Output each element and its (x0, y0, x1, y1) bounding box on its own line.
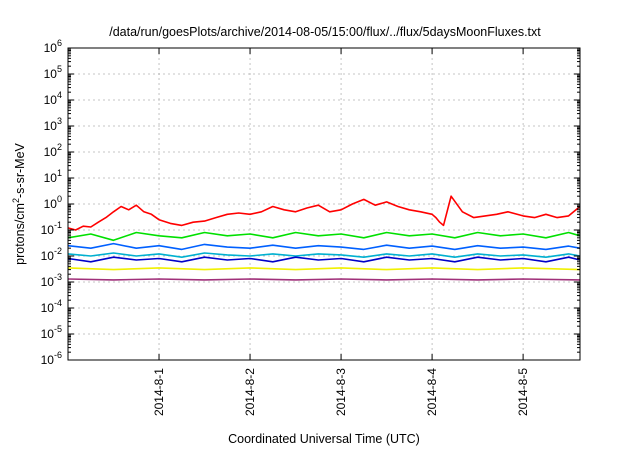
series-line-7 (67, 278, 581, 281)
y-tick-label: 10-4 (41, 298, 62, 315)
series-line-6 (67, 267, 581, 271)
series-group (67, 195, 581, 281)
series-line-4 (67, 252, 581, 259)
x-tick-label: 2014-8-1 (152, 368, 166, 416)
y-tick-label: 10-1 (41, 220, 62, 237)
y-axis-title-rest: -s-sr-MeV (13, 142, 27, 198)
y-tick-label: 10-6 (41, 350, 62, 367)
y-axis-title-sup: 2 (11, 198, 21, 203)
y-tick-label: 10-2 (41, 246, 62, 263)
series-line-2 (67, 231, 581, 242)
y-tick-label: 101 (44, 168, 62, 185)
y-tick-label: 102 (44, 142, 62, 159)
grid (68, 48, 580, 360)
x-tick-label: 2014-8-4 (425, 368, 439, 416)
x-tick-label: 2014-8-5 (516, 368, 530, 416)
y-tick-label: 105 (44, 64, 62, 81)
y-tick-labels: 10-6 10-5 10-4 10-3 10-2 10-1 100 101 102 103 104 1… (41, 38, 62, 367)
chart-title: /data/run/goesPlots/archive/2014-08-05/1… (109, 25, 541, 39)
y-tick-label: 104 (44, 90, 62, 107)
ticks (68, 47, 580, 361)
y-tick-label: 106 (44, 38, 62, 55)
y-axis-title: protons/cm2-s-sr-MeV (11, 142, 27, 264)
y-tick-label: 103 (44, 116, 62, 133)
x-axis-title: Coordinated Universal Time (UTC) (228, 432, 420, 446)
y-tick-label: 10-5 (41, 324, 62, 341)
y-tick-label: 100 (44, 194, 62, 211)
x-tick-label: 2014-8-2 (243, 368, 257, 416)
series-line-3 (67, 242, 581, 251)
series-line-5 (67, 256, 581, 263)
y-tick-label: 10-3 (41, 272, 62, 289)
x-tick-labels: 2014-8-1 2014-8-2 2014-8-3 2014-8-4 2014-8-5 (152, 368, 530, 416)
series-line-1 (67, 195, 581, 231)
x-tick-label: 2014-8-3 (334, 368, 348, 416)
y-axis-title-base: protons/cm (13, 203, 27, 265)
